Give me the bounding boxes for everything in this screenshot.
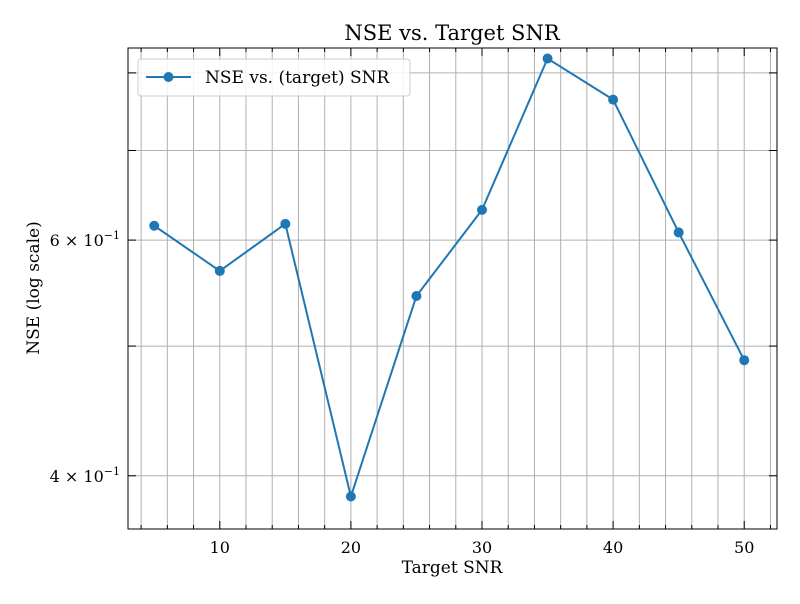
y-tick-label: 4 × 10−1 [50,465,120,486]
data-point [149,220,160,231]
data-point [477,204,487,215]
data-point [280,218,291,229]
y-tick-label: 6 × 10−1 [50,229,120,250]
x-tick-label: 30 [472,538,492,557]
data-point [411,290,422,301]
legend-box [137,58,411,97]
ticks-layer [128,48,777,529]
legend-marker [163,72,174,82]
legend-entry-label: NSE vs. (target) SNR [205,68,391,88]
plot-frame [127,47,778,530]
tick-labels-layer: 10 20 30 40 50 4 × 10−1 6 × 10−1 [50,229,755,557]
y-axis-label: NSE (log scale) [24,221,44,354]
grid-layer [128,48,777,529]
data-point [673,227,684,238]
x-tick-label: 40 [603,538,623,557]
data-point [542,53,553,64]
legend: NSE vs. (target) SNR [137,58,411,97]
data-point [608,94,619,105]
chart-title: NSE vs. Target SNR [344,21,560,45]
data-point [739,355,750,366]
series-line [153,57,746,498]
data-point [214,265,225,276]
x-tick-label: 10 [210,538,230,557]
data-point [345,491,356,502]
x-tick-label: 20 [341,538,361,557]
x-tick-label: 50 [734,538,754,557]
series-layer [149,53,750,502]
x-axis-label: Target SNR [402,558,504,578]
